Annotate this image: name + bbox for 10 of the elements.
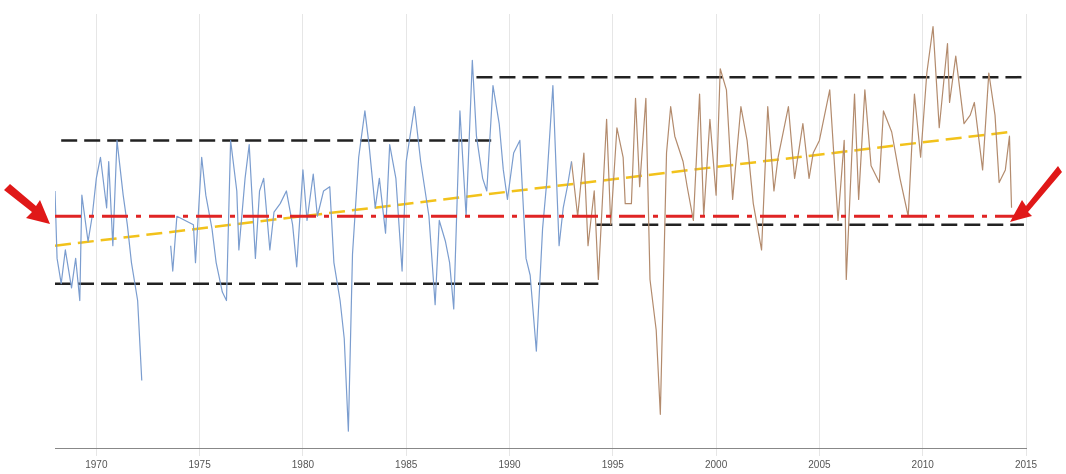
x-tick-label: 2015 (1014, 458, 1038, 470)
x-tick-label: 1995 (601, 458, 625, 470)
x-tick-label: 2000 (704, 458, 728, 470)
x-tick-label: 1970 (85, 458, 108, 470)
x-tick-label: 1980 (291, 458, 315, 470)
x-tick-label: 2010 (911, 458, 935, 470)
x-tick-label: 1975 (188, 458, 212, 470)
x-tick-label: 1985 (395, 458, 418, 470)
x-tick-label: 2005 (808, 458, 831, 470)
x-tick-label: 1990 (498, 458, 522, 470)
